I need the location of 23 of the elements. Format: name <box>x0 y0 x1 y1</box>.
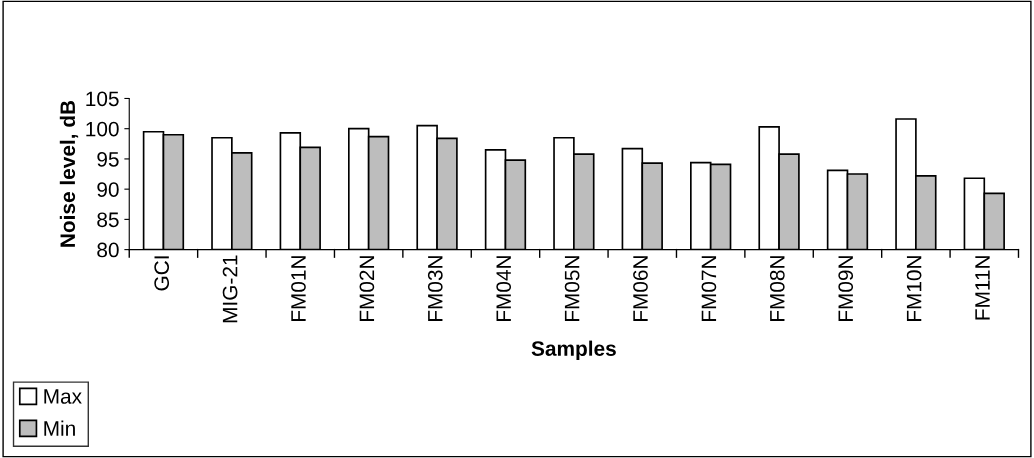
x-tick-label: FM09N <box>838 256 854 322</box>
x-tick-label: FM11N <box>975 256 990 320</box>
y-axis-title: Noise level, dB <box>59 100 79 247</box>
y-tick-label: 90 <box>97 182 119 197</box>
y-tick-label: 100 <box>86 121 119 137</box>
x-axis-title: Samples <box>531 340 616 361</box>
x-tick-label: FM10N <box>906 256 922 322</box>
y-tick-label: 80 <box>97 242 119 258</box>
legend-label: Max <box>44 389 82 404</box>
x-tick-label: FM08N <box>769 256 785 322</box>
x-tick-label: GCI <box>154 256 170 291</box>
x-tick-label: FM04N <box>496 256 512 322</box>
x-tick-label: MIG-21 <box>222 255 238 323</box>
x-tick-label: FM06N <box>633 256 648 322</box>
x-tick-label: FM01N <box>291 256 306 322</box>
x-tick-label: FM05N <box>564 256 580 322</box>
x-tick-label: FM02N <box>359 256 375 322</box>
legend-label: Min <box>44 420 75 436</box>
x-tick-label: FM03N <box>427 256 443 322</box>
y-tick-label: 105 <box>86 91 119 107</box>
x-tick-label: FM07N <box>701 256 717 322</box>
y-tick-label: 95 <box>97 151 119 167</box>
y-tick-label: 85 <box>97 212 119 228</box>
